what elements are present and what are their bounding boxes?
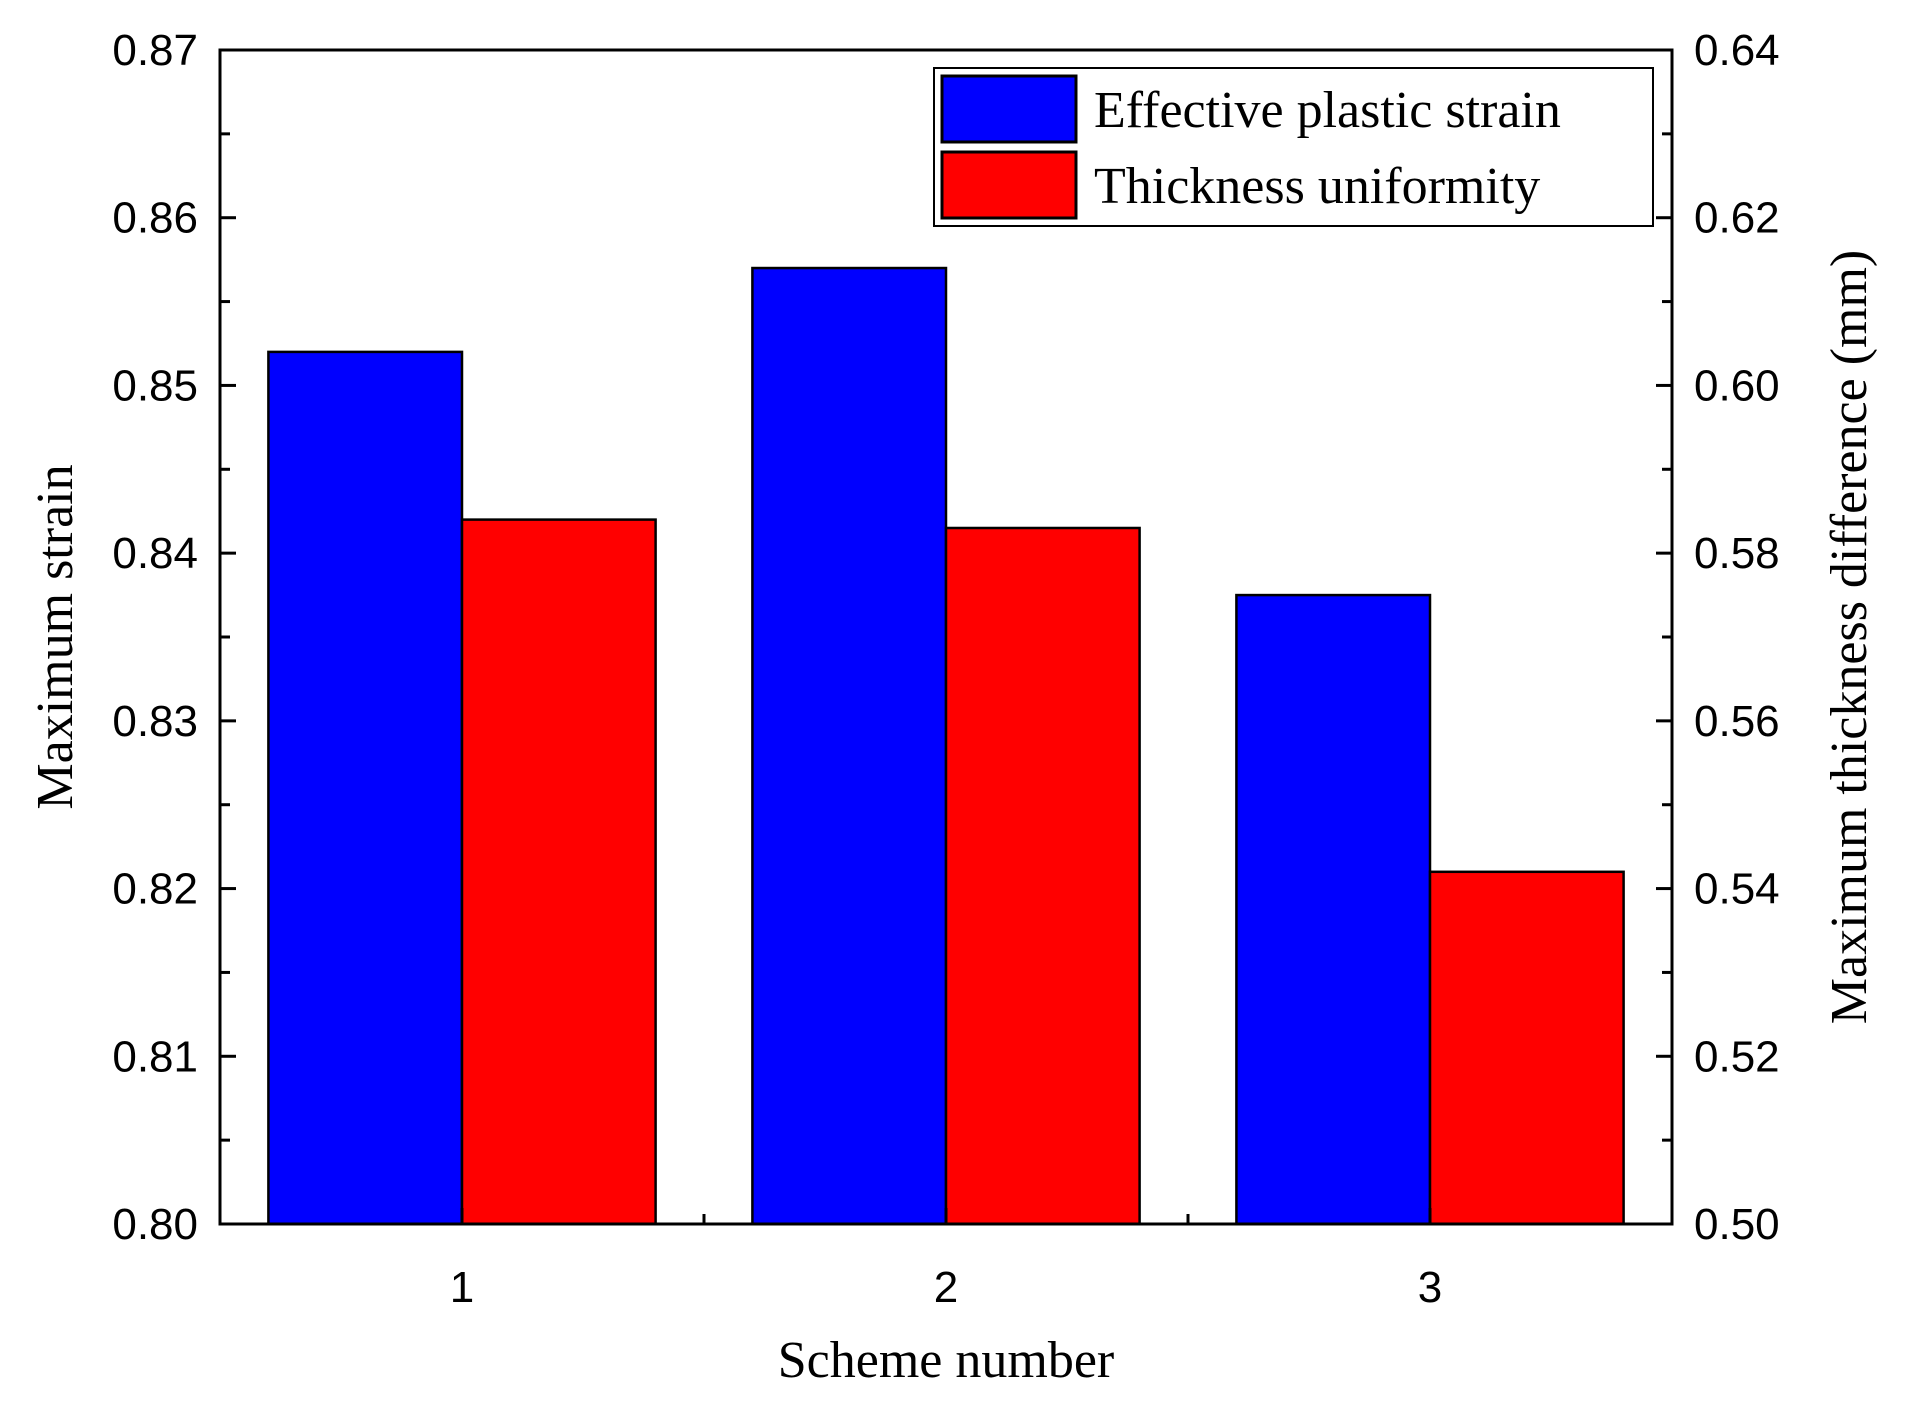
x-tick-label: 2 bbox=[934, 1263, 958, 1312]
y-tick-label: 0.81 bbox=[112, 1032, 198, 1081]
bar-thickness-uniformity-3 bbox=[1428, 870, 1625, 1226]
y-tick-label: 0.80 bbox=[112, 1200, 198, 1249]
y2-tick-label: 0.60 bbox=[1694, 361, 1780, 410]
legend-swatch-effective-plastic-strain bbox=[940, 74, 1078, 144]
bar-thickness-uniformity-2 bbox=[944, 526, 1141, 1226]
legend: Effective plastic strain Thickness unifo… bbox=[933, 67, 1654, 227]
y-tick-label: 0.82 bbox=[112, 865, 198, 914]
bar-effective-plastic-strain-1 bbox=[267, 350, 464, 1226]
x-tick-label: 3 bbox=[1418, 1263, 1442, 1312]
y-tick-label: 0.87 bbox=[112, 26, 198, 75]
y2-axis-title: Maximum thickness difference (mm) bbox=[1821, 250, 1878, 1025]
y2-tick-label: 0.64 bbox=[1694, 26, 1780, 75]
y-tick-label: 0.86 bbox=[112, 194, 198, 243]
y-axis-title: Maximum strain bbox=[27, 464, 84, 809]
bars-group bbox=[267, 266, 1625, 1226]
legend-label-thickness-uniformity: Thickness uniformity bbox=[1094, 158, 1540, 215]
y2-tick-label: 0.56 bbox=[1694, 697, 1780, 746]
y-tick-label: 0.85 bbox=[112, 361, 198, 410]
bar-effective-plastic-strain-2 bbox=[751, 266, 948, 1226]
x-axis-title: Scheme number bbox=[778, 1332, 1114, 1389]
y2-tick-label: 0.52 bbox=[1694, 1032, 1780, 1081]
y-tick-label: 0.83 bbox=[112, 697, 198, 746]
ticks-group: 0.80 0.50 0.81 0.52 0.82 0.54 0.83 0.56 0.84 0.58… bbox=[112, 26, 1779, 1312]
bar-thickness-uniformity-1 bbox=[460, 518, 657, 1226]
y2-tick-label: 0.62 bbox=[1694, 194, 1780, 243]
y-tick-label: 0.84 bbox=[112, 529, 198, 578]
y2-tick-label: 0.50 bbox=[1694, 1200, 1780, 1249]
y2-tick-label: 0.58 bbox=[1694, 529, 1780, 578]
legend-label-effective-plastic-strain: Effective plastic strain bbox=[1094, 82, 1561, 139]
bar-effective-plastic-strain-3 bbox=[1235, 593, 1432, 1226]
x-tick-label: 1 bbox=[450, 1263, 474, 1312]
y2-tick-label: 0.54 bbox=[1694, 865, 1780, 914]
legend-swatch-thickness-uniformity bbox=[940, 150, 1078, 220]
